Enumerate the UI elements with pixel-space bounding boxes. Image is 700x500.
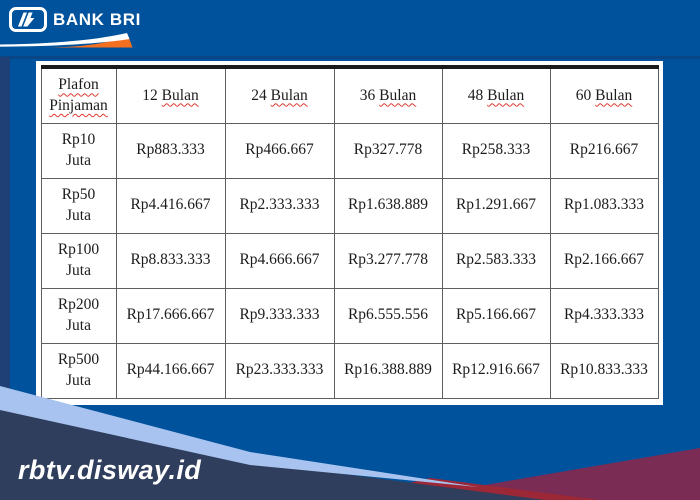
installment-table: Plafon Pinjaman 12 Bulan 24 Bulan 36 Bulan 48… xyxy=(40,65,659,399)
row-label-cell: Rp50 Juta xyxy=(40,177,117,234)
table-row: Rp50 Juta Rp4.416.667 Rp2.333.333 Rp1.638.88… xyxy=(40,177,659,234)
header-tenor: 12 Bulan xyxy=(115,66,226,124)
table-header-row: Plafon Pinjaman 12 Bulan 24 Bulan 36 Bulan 48… xyxy=(40,66,659,124)
bri-logo: BANK BRI xyxy=(9,7,141,32)
table-row: Rp10 Juta Rp883.333 Rp466.667 Rp327.778 Rp258… xyxy=(40,122,659,179)
installment-value-cell: Rp5.166.667 xyxy=(441,287,551,344)
installment-value-cell: Rp4.666.667 xyxy=(224,232,335,289)
installment-value-cell: Rp216.667 xyxy=(549,122,659,179)
header-divider xyxy=(0,56,700,59)
row-label-cell: Rp100 Juta xyxy=(40,232,117,289)
bri-logo-icon xyxy=(9,7,47,32)
row-label-cell: Rp500 Juta xyxy=(40,342,117,399)
misspelled-word: Bulan xyxy=(487,86,525,104)
row-label-cell: Rp200 Juta xyxy=(40,287,117,344)
header-tenor: 60 Bulan xyxy=(549,66,659,124)
misspelled-word: Plafon xyxy=(58,76,99,94)
header-tenor: 36 Bulan xyxy=(333,66,443,124)
header-plafon-pinjaman: Plafon Pinjaman xyxy=(40,66,117,124)
installment-value-cell: Rp12.916.667 xyxy=(441,342,551,399)
bri-swoosh-icon xyxy=(0,33,133,48)
misspelled-word: Bulan xyxy=(379,86,417,104)
installment-value-cell: Rp2.583.333 xyxy=(441,232,551,289)
installment-value-cell: Rp466.667 xyxy=(224,122,335,179)
installment-value-cell: Rp2.333.333 xyxy=(224,177,335,234)
misspelled-word: Bulan xyxy=(270,86,308,104)
installment-value-cell: Rp258.333 xyxy=(441,122,551,179)
installment-value-cell: Rp3.277.778 xyxy=(333,232,443,289)
installment-value-cell: Rp23.333.333 xyxy=(224,342,335,399)
left-accent-bar xyxy=(0,57,10,500)
installment-value-cell: Rp2.166.667 xyxy=(549,232,659,289)
table-row: Rp100 Juta Rp8.833.333 Rp4.666.667 Rp3.277.7… xyxy=(40,232,659,289)
table-row: Rp500 Juta Rp44.166.667 Rp23.333.333 Rp16.38… xyxy=(40,342,659,399)
bank-bri-wordmark: BANK BRI xyxy=(53,9,141,29)
navy-wedge xyxy=(0,408,545,500)
header-tenor: 48 Bulan xyxy=(441,66,551,124)
installment-value-cell: Rp10.833.333 xyxy=(549,342,659,399)
installment-value-cell: Rp4.333.333 xyxy=(549,287,659,344)
header-tenor: 24 Bulan xyxy=(224,66,335,124)
installment-value-cell: Rp883.333 xyxy=(115,122,226,179)
misspelled-word: Pinjaman xyxy=(49,96,108,114)
maroon-wedge xyxy=(398,448,700,500)
installment-value-cell: Rp6.555.556 xyxy=(333,287,443,344)
installment-table-panel: Plafon Pinjaman 12 Bulan 24 Bulan 36 Bulan 48… xyxy=(36,61,663,405)
installment-value-cell: Rp44.166.667 xyxy=(115,342,226,399)
installment-value-cell: Rp16.388.889 xyxy=(333,342,443,399)
installment-value-cell: Rp17.666.667 xyxy=(115,287,226,344)
installment-value-cell: Rp1.083.333 xyxy=(549,177,659,234)
misspelled-word: Bulan xyxy=(595,86,633,104)
misspelled-word: Bulan xyxy=(161,86,199,104)
installment-value-cell: Rp9.333.333 xyxy=(224,287,335,344)
table-row: Rp200 Juta Rp17.666.667 Rp9.333.333 Rp6.555.… xyxy=(40,287,659,344)
watermark-text: rbtv.disway.id xyxy=(18,455,202,485)
installment-value-cell: Rp4.416.667 xyxy=(115,177,226,234)
installment-value-cell: Rp327.778 xyxy=(333,122,443,179)
installment-value-cell: Rp1.291.667 xyxy=(441,177,551,234)
installment-value-cell: Rp8.833.333 xyxy=(115,232,226,289)
installment-value-cell: Rp1.638.889 xyxy=(333,177,443,234)
red-wedge xyxy=(340,478,600,500)
row-label-cell: Rp10 Juta xyxy=(40,122,117,179)
